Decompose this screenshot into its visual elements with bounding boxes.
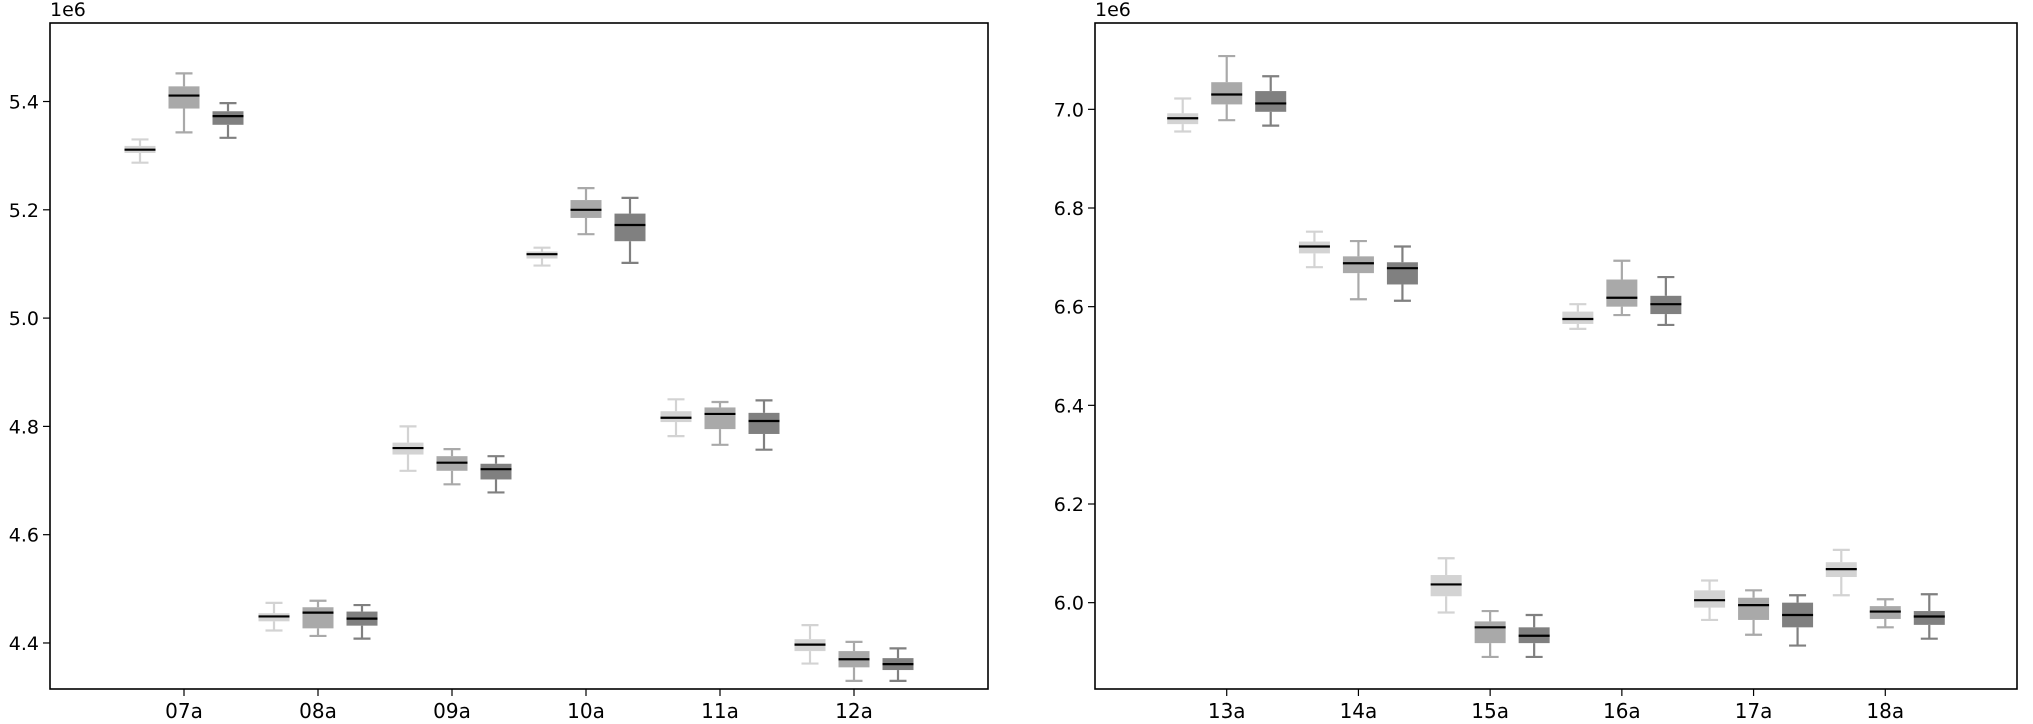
box-15a-series-3 bbox=[1518, 613, 1550, 659]
box-18a-series-2 bbox=[1869, 598, 1901, 629]
iqr-box bbox=[480, 463, 512, 480]
box-10a-series-2 bbox=[570, 187, 602, 236]
box-18a-series-1 bbox=[1825, 548, 1857, 597]
box-13a-series-2 bbox=[1211, 54, 1243, 122]
box-18a-series-3 bbox=[1913, 593, 1945, 640]
box-14a-series-2 bbox=[1342, 239, 1374, 301]
box-17a-series-1 bbox=[1694, 579, 1726, 622]
box-07a-series-2 bbox=[168, 72, 200, 134]
box-12a-series-3 bbox=[882, 647, 914, 682]
box-10a-series-1 bbox=[526, 246, 558, 267]
box-07a-series-3 bbox=[212, 102, 244, 139]
x-tick-label: 15a bbox=[1471, 699, 1509, 723]
box-09a-series-2 bbox=[436, 448, 468, 486]
y-tick-label: 6.6 bbox=[1054, 297, 1084, 319]
box-15a-series-1 bbox=[1430, 557, 1462, 614]
chart-panel-2: 6.0 6.2 6.4 6.6 6.8 7.0 1e6 13a 14a 15a 16a 17a 18a bbox=[1054, 0, 2018, 723]
box-13a-series-3 bbox=[1255, 75, 1287, 127]
x-tick-label: 08a bbox=[299, 699, 337, 723]
y-tick-label: 6.2 bbox=[1054, 494, 1084, 516]
iqr-box bbox=[1342, 256, 1374, 274]
box-15a-series-2 bbox=[1474, 609, 1506, 659]
box-12a-series-2 bbox=[838, 640, 870, 682]
x-tick-label: 14a bbox=[1340, 699, 1378, 723]
box-16a-series-1 bbox=[1562, 303, 1594, 330]
x-tick-label: 18a bbox=[1866, 699, 1904, 723]
box-10a-series-3 bbox=[614, 196, 646, 264]
x-tick-label: 07a bbox=[165, 699, 203, 723]
y-tick-label: 6.4 bbox=[1054, 395, 1084, 417]
x-tick-label: 10a bbox=[567, 699, 605, 723]
box-13a-series-1 bbox=[1167, 97, 1199, 133]
iqr-box bbox=[704, 407, 736, 430]
y-tick-label: 4.4 bbox=[9, 633, 39, 655]
iqr-box bbox=[614, 213, 646, 242]
iqr-box bbox=[1562, 311, 1594, 324]
iqr-box bbox=[168, 86, 200, 109]
box-17a-series-2 bbox=[1738, 589, 1770, 636]
iqr-box bbox=[748, 412, 780, 434]
x-tick-label: 17a bbox=[1735, 699, 1773, 723]
chart-panel-1: 4.4 4.6 4.8 5.0 5.2 5.4 1e6 07a 08a 09a 10a 11a 12a bbox=[9, 0, 989, 723]
y-tick-label: 5.4 bbox=[9, 92, 39, 114]
iqr-box bbox=[1211, 82, 1243, 105]
box-08a-series-2 bbox=[302, 599, 334, 638]
iqr-box bbox=[1430, 575, 1462, 597]
axes-frame bbox=[1094, 22, 2018, 690]
box-17a-series-3 bbox=[1782, 594, 1814, 647]
box-09a-series-1 bbox=[392, 425, 424, 472]
box-07a-series-1 bbox=[124, 138, 156, 164]
iqr-box bbox=[1474, 621, 1506, 644]
box-16a-series-3 bbox=[1650, 275, 1682, 327]
box-14a-series-1 bbox=[1298, 230, 1330, 269]
box-09a-series-3 bbox=[480, 455, 512, 494]
iqr-box bbox=[1913, 611, 1945, 625]
iqr-box bbox=[1255, 91, 1287, 112]
y-tick-label: 6.8 bbox=[1054, 198, 1084, 220]
y-tick-label: 4.8 bbox=[9, 416, 39, 438]
y-tick-label: 5.0 bbox=[9, 308, 39, 330]
iqr-box bbox=[1606, 279, 1638, 307]
iqr-box bbox=[1694, 590, 1726, 608]
y-tick-label: 5.2 bbox=[9, 200, 39, 222]
box-12a-series-1 bbox=[794, 624, 826, 665]
x-tick-label: 09a bbox=[433, 699, 471, 723]
y-offset-label: 1e6 bbox=[50, 0, 86, 21]
x-tick-label: 16a bbox=[1603, 699, 1641, 723]
y-tick-label: 4.6 bbox=[9, 525, 39, 547]
box-11a-series-1 bbox=[660, 398, 692, 438]
box-14a-series-3 bbox=[1386, 245, 1418, 302]
x-tick-label: 11a bbox=[701, 699, 739, 723]
box-08a-series-1 bbox=[258, 601, 290, 632]
box-11a-series-2 bbox=[704, 400, 736, 446]
x-tick-label: 12a bbox=[835, 699, 873, 723]
box-16a-series-2 bbox=[1606, 259, 1638, 317]
y-tick-label: 7.0 bbox=[1054, 99, 1084, 121]
x-tick-label: 13a bbox=[1208, 699, 1246, 723]
iqr-box bbox=[302, 607, 334, 629]
box-08a-series-3 bbox=[346, 603, 378, 640]
iqr-box bbox=[1738, 597, 1770, 620]
y-tick-label: 6.0 bbox=[1054, 593, 1084, 615]
axes-frame bbox=[49, 22, 989, 690]
box-11a-series-3 bbox=[748, 399, 780, 451]
y-offset-label: 1e6 bbox=[1095, 0, 1131, 21]
iqr-box bbox=[1386, 262, 1418, 285]
iqr-box bbox=[212, 111, 244, 125]
